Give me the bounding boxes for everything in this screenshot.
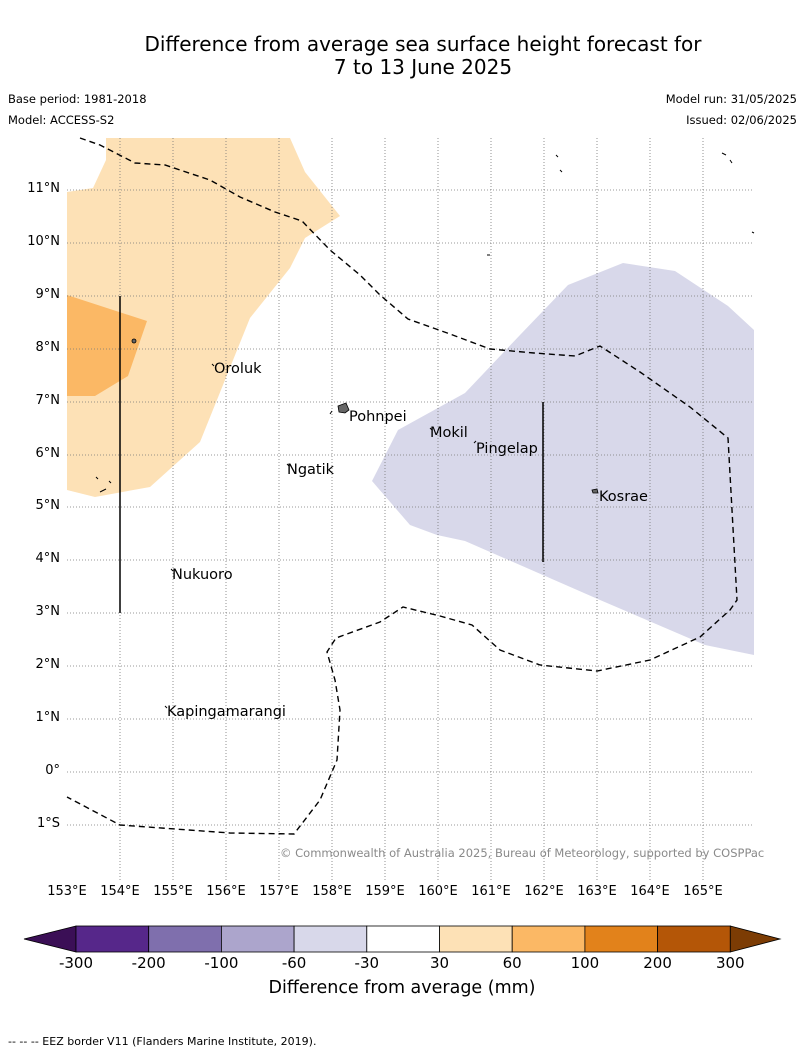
kosrae-island bbox=[591, 488, 599, 494]
colorbar-tick-label: 200 bbox=[643, 954, 672, 972]
colorbar-tick-label: -100 bbox=[204, 954, 239, 972]
island-dots bbox=[95, 152, 755, 709]
lat-tick-label: 6°N bbox=[35, 445, 61, 461]
colorbar-segment bbox=[657, 925, 731, 953]
lon-tick-label: 155°E bbox=[153, 884, 193, 899]
model-run-text: Model run: 31/05/2025 bbox=[665, 92, 797, 106]
place-label-kosrae: Kosrae bbox=[599, 489, 648, 505]
pohnpei-island bbox=[337, 402, 350, 414]
colorbar-tick-label: -30 bbox=[354, 954, 380, 972]
lat-gridlines bbox=[67, 189, 754, 826]
colorbar-segment bbox=[511, 925, 586, 953]
colorbar-segment bbox=[75, 925, 150, 953]
colorbar bbox=[23, 925, 782, 953]
place-label-pohnpei: Pohnpei bbox=[349, 409, 407, 425]
issued-text: Issued: 02/06/2025 bbox=[686, 113, 797, 127]
positive-anomaly-region bbox=[67, 138, 340, 497]
lon-tick-label: 163°E bbox=[577, 884, 617, 899]
negative-anomaly-region bbox=[372, 263, 754, 655]
lat-tick-label: 1°N bbox=[35, 710, 61, 725]
colorbar-tick-label: -200 bbox=[131, 954, 166, 972]
strong-positive-anomaly-region bbox=[67, 295, 147, 396]
lat-tick-label: 11°N bbox=[27, 181, 60, 196]
colorbar-segment bbox=[293, 925, 368, 953]
place-label-kapingamarangi: Kapingamarangi bbox=[167, 704, 286, 720]
copyright-text: © Commonwealth of Australia 2025, Bureau… bbox=[280, 846, 765, 860]
colorbar-extend-low bbox=[23, 925, 77, 953]
colorbar-segment bbox=[584, 925, 659, 953]
lon-tick-label: 165°E bbox=[683, 884, 723, 899]
colorbar-segment bbox=[220, 925, 295, 953]
colorbar-tick-label: 60 bbox=[502, 954, 522, 972]
lon-tick-label: 153°E bbox=[47, 884, 87, 899]
map-title-line1: Difference from average sea surface heig… bbox=[144, 32, 702, 56]
place-label-oroluk: Oroluk bbox=[214, 361, 262, 377]
place-label-ngatik: Ngatik bbox=[287, 462, 335, 478]
colorbar-tick-label: 30 bbox=[429, 954, 450, 972]
lat-tick-label: 10°N bbox=[27, 233, 60, 249]
lon-tick-label: 156°E bbox=[206, 884, 246, 899]
lat-tick-label: 9°N bbox=[35, 286, 61, 302]
lat-tick-label: 3°N bbox=[35, 604, 61, 620]
eez-border-north bbox=[66, 137, 738, 835]
colorbar-tick-label: 300 bbox=[715, 954, 745, 972]
colorbar-tick-label: 100 bbox=[570, 954, 600, 972]
base-period-text: Base period: 1981-2018 bbox=[8, 92, 147, 106]
colorbar-extend-high bbox=[729, 925, 782, 953]
lon-tick-label: 157°E bbox=[259, 884, 299, 899]
island-near-154e bbox=[131, 338, 137, 344]
lon-tick-label: 158°E bbox=[312, 884, 352, 899]
colorbar-tick-label: -300 bbox=[58, 954, 94, 972]
colorbar-tick-label: -60 bbox=[281, 954, 307, 972]
colorbar-title: Difference from average (mm) bbox=[268, 978, 536, 998]
lat-tick-label: 2°N bbox=[35, 657, 61, 673]
place-label-mokil: Mokil bbox=[430, 425, 468, 441]
lat-tick-label: 8°N bbox=[35, 339, 61, 355]
lon-tick-label: 164°E bbox=[630, 884, 670, 899]
place-label-pingelap: Pingelap bbox=[476, 441, 538, 457]
lon-gridlines bbox=[119, 138, 704, 880]
lon-tick-label: 162°E bbox=[524, 884, 564, 899]
lat-tick-label: 1°S bbox=[36, 815, 60, 831]
lat-tick-label: 4°N bbox=[35, 551, 61, 567]
lat-tick-label: 5°N bbox=[35, 498, 61, 514]
colorbar-segment bbox=[366, 925, 440, 953]
eez-legend-note: -- -- -- EEZ border V11 (Flanders Marine… bbox=[8, 1035, 317, 1048]
colorbar-segment bbox=[439, 925, 513, 953]
model-text: Model: ACCESS-S2 bbox=[8, 113, 115, 127]
lon-tick-label: 154°E bbox=[100, 884, 140, 899]
place-label-nukuoro: Nukuoro bbox=[172, 567, 233, 583]
lon-tick-label: 159°E bbox=[365, 884, 405, 899]
island-features bbox=[131, 338, 599, 494]
lat-tick-label: 7°N bbox=[35, 392, 61, 408]
lon-tick-label: 161°E bbox=[471, 884, 511, 899]
lon-tick-label: 160°E bbox=[418, 884, 458, 899]
colorbar-segment bbox=[148, 925, 222, 953]
map-title-line2: 7 to 13 June 2025 bbox=[333, 55, 513, 79]
lat-tick-label: 0° bbox=[45, 762, 60, 778]
